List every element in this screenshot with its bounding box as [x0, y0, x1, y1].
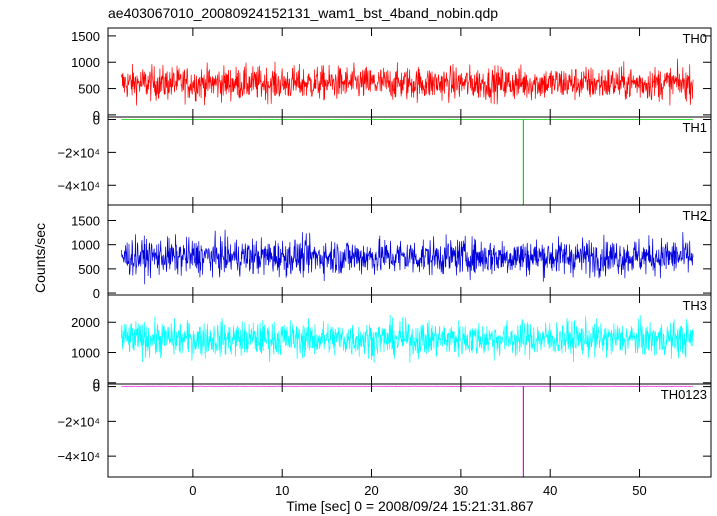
y-axis-label: Counts/sec: [32, 223, 48, 293]
y-tick-label: −2×10⁴: [58, 414, 100, 429]
panel-th0123: 0 −2×10⁴ −4×10⁴ TH0123: [58, 380, 712, 478]
y-tick-label: 0: [93, 376, 100, 391]
panel-th1: 0 −2×10⁴ −4×10⁴ TH1: [58, 112, 712, 206]
y-tick-label: 1000: [71, 346, 100, 361]
series-trace-th2: [121, 229, 694, 285]
panel-th0: 0 500 1000 1500 TH0: [71, 27, 712, 123]
panel-label-th0: TH0: [682, 31, 707, 46]
x-tick-label: 40: [543, 483, 557, 498]
panel-label-th2: TH2: [682, 208, 707, 223]
series-trace-th0: [121, 58, 694, 106]
panel-frame: [107, 116, 712, 206]
series-trace-th3: [121, 314, 694, 363]
y-tick-label: 0: [93, 380, 100, 395]
y-tick-label: 1500: [71, 29, 100, 44]
chart-title: ae403067010_20080924152131_wam1_bst_4ban…: [108, 5, 498, 21]
y-tick-label: −2×10⁴: [58, 145, 100, 160]
panel-label-th0123: TH0123: [661, 387, 707, 402]
x-tick-label: 10: [275, 483, 289, 498]
panel-frame: [107, 383, 712, 478]
x-tick-label: 50: [632, 483, 646, 498]
x-tick-label: 30: [454, 483, 468, 498]
panel-th2: 0 500 1000 1500 TH2: [71, 204, 712, 301]
x-axis-label: Time [sec] 0 = 2008/09/24 15:21:31.867: [286, 498, 534, 514]
y-tick-label: 0: [93, 108, 100, 123]
x-tick-label: 20: [364, 483, 378, 498]
panel-label-th1: TH1: [682, 120, 707, 135]
y-tick-label: 1000: [71, 55, 100, 70]
y-tick-label: 0: [93, 286, 100, 301]
y-tick-label: 2000: [71, 315, 100, 330]
y-tick-label: −4×10⁴: [58, 178, 100, 193]
panel-th3: 0 1000 2000 TH3: [71, 294, 712, 391]
panel-label-th3: TH3: [682, 298, 707, 313]
y-tick-label: 500: [78, 262, 100, 277]
y-tick-label: −4×10⁴: [58, 449, 100, 464]
y-tick-label: 1000: [71, 238, 100, 253]
x-tick-label: 0: [189, 483, 196, 498]
y-tick-label: 500: [78, 82, 100, 97]
y-tick-label: 1500: [71, 213, 100, 228]
y-tick-label: 0: [93, 112, 100, 127]
